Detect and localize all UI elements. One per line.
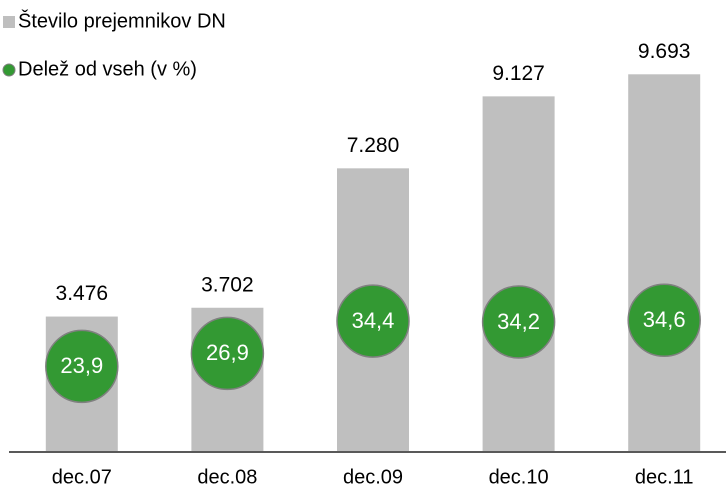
share-value-label: 34,2 (497, 309, 540, 334)
x-tick-label: dec.11 (635, 466, 694, 488)
legend-swatch (3, 16, 15, 28)
x-tick-label: dec.07 (52, 466, 112, 488)
share-value-label: 34,6 (643, 307, 686, 332)
share-marker (336, 284, 410, 358)
bar (482, 96, 555, 452)
bar-value-label: 9.693 (638, 40, 691, 63)
share-value-label: 26,9 (206, 340, 249, 365)
bar-value-label: 7.280 (347, 134, 400, 157)
share-value-label: 23,9 (60, 353, 103, 378)
share-marker (481, 285, 556, 359)
bar-value-label: 3.476 (56, 282, 109, 305)
x-tick-label: dec.10 (489, 466, 549, 488)
bar-value-label: 9.127 (492, 62, 545, 85)
x-tick-label: dec.09 (343, 466, 403, 488)
bar-value-label: 3.702 (201, 273, 254, 296)
legend-label: Število prejemnikov DN (18, 9, 226, 32)
legend-swatch (2, 63, 16, 77)
share-marker (190, 316, 265, 391)
share-marker (627, 283, 701, 358)
share-marker (45, 329, 119, 404)
share-value-label: 34,4 (352, 308, 395, 333)
bar (628, 74, 701, 452)
legend-label: Delež od vseh (v %) (18, 58, 197, 80)
x-tick-label: dec.08 (197, 466, 257, 488)
